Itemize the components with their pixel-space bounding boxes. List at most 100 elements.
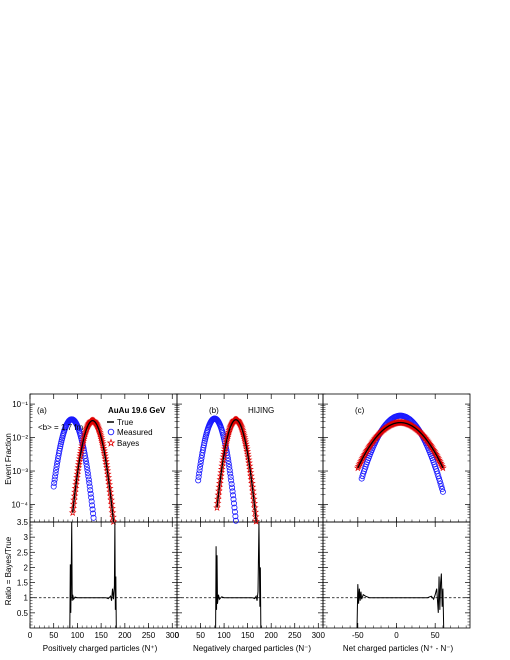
bayes-point <box>68 508 77 517</box>
measured-point <box>90 514 97 521</box>
x-tick-label: 250 <box>288 631 302 640</box>
legend-bayes-swatch <box>106 438 116 447</box>
x-tick-label: 50 <box>196 631 205 640</box>
bottom-frame <box>29 521 178 629</box>
measured-point <box>198 457 205 464</box>
measured-point <box>226 467 233 474</box>
measured-point <box>229 488 236 495</box>
measured-point <box>90 510 97 517</box>
x-tick-label: 150 <box>241 631 255 640</box>
measured-point <box>226 464 233 471</box>
x-tick-label: -50 <box>352 631 364 640</box>
plot-area <box>353 412 447 628</box>
measured-point <box>196 470 203 477</box>
measured-point <box>438 483 445 490</box>
legend-measured-label: Measured <box>117 428 153 437</box>
x-axis-label-c: Net charged particles (N⁺ - N⁻) <box>343 644 454 653</box>
measured-point <box>86 480 93 487</box>
y-tick-label-bottom: 3.5 <box>17 518 29 527</box>
measured-point <box>84 466 91 473</box>
measured-point <box>201 439 208 446</box>
bayes-point <box>252 517 260 525</box>
measured-point <box>230 492 237 499</box>
y-tick-label-bottom: 0.5 <box>17 609 29 618</box>
y-tick-label-top: 10⁻² <box>12 434 28 443</box>
x-tick-label: 0 <box>28 631 33 640</box>
y-tick-label-bottom: 2.5 <box>17 548 29 557</box>
measured-point <box>83 461 90 468</box>
measured-point <box>198 455 205 462</box>
bottom-frame <box>176 521 324 629</box>
measured-point <box>195 477 202 484</box>
measured-point <box>56 445 63 452</box>
legend-bayes-label: Bayes <box>117 439 139 448</box>
measured-point <box>232 513 239 520</box>
measured-point <box>89 506 96 513</box>
panel-label-c: (c) <box>355 406 365 415</box>
ratio-curve <box>215 521 262 628</box>
plot-area <box>195 415 262 628</box>
measured-point <box>197 460 204 467</box>
x-tick-label: 100 <box>217 631 231 640</box>
y-tick-label-top: 10⁻³ <box>12 467 28 476</box>
impact-parameter-label: <b> = 1.7 fm <box>38 423 83 432</box>
measured-point <box>87 487 94 494</box>
x-tick-label: 0 <box>175 631 180 640</box>
measured-point <box>85 473 92 480</box>
measured-point <box>87 490 94 497</box>
measured-point <box>52 473 59 480</box>
measured-point <box>82 458 89 465</box>
measured-point <box>52 470 59 477</box>
measured-point <box>200 442 207 449</box>
measured-point <box>232 517 239 524</box>
y-tick-label-bottom: 1.5 <box>17 579 29 588</box>
measured-point <box>227 473 234 480</box>
y-tick-label-bottom: 1 <box>24 594 29 603</box>
measured-point <box>231 504 238 511</box>
panels: 0 50 100 150 200 250 30010⁻⁴10⁻³10⁻²10⁻¹0.511.… <box>11 393 471 640</box>
measured-point <box>195 473 202 480</box>
panel-label-b: (b) <box>209 406 219 415</box>
measured-point <box>82 455 89 462</box>
measured-point <box>228 480 235 487</box>
measured-point <box>227 470 234 477</box>
x-tick-label: 150 <box>94 631 108 640</box>
true-curve <box>357 421 444 469</box>
x-tick-label: 0 <box>394 631 399 640</box>
measured-point <box>57 443 64 450</box>
measured-point <box>197 464 204 471</box>
measured-point <box>229 484 236 491</box>
measured-point <box>230 500 237 507</box>
panel-label-a: (a) <box>37 406 47 415</box>
legend-true-label: True <box>117 418 134 427</box>
y-axis-label-bottom: Ratio = Bayes/True <box>4 536 13 605</box>
x-tick-label: 250 <box>142 631 156 640</box>
bayes-point <box>213 503 221 511</box>
x-axis-label-b: Negatively charged particles (N⁻) <box>193 644 311 653</box>
panel-c: -50 0 50 <box>322 393 471 640</box>
legend: AuAu 19.6 GeV True Measured Bayes <box>106 406 166 448</box>
measured-point <box>51 476 58 483</box>
measured-point <box>228 477 235 484</box>
measured-point <box>88 498 95 505</box>
measured-point <box>85 476 92 483</box>
measured-point <box>200 444 207 451</box>
x-tick-label: 300 <box>166 631 180 640</box>
measured-point <box>439 486 446 493</box>
x-tick-label: 50 <box>49 631 58 640</box>
true-curve <box>216 419 257 522</box>
measured-point <box>225 460 232 467</box>
legend-measured-swatch <box>107 428 115 436</box>
bayes-point <box>109 517 118 525</box>
measured-point <box>88 494 95 501</box>
ratio-curve <box>356 573 445 628</box>
panel-b: 0 50 100 150 200 250 300 <box>175 393 326 640</box>
x-tick-label: 200 <box>265 631 279 640</box>
x-axis-label-a: Positively charged particles (N⁺) <box>43 644 158 653</box>
measured-point <box>50 483 57 490</box>
measured-point <box>56 447 63 454</box>
measured-point <box>54 461 61 468</box>
measured-point <box>436 478 443 485</box>
x-tick-label: 50 <box>431 631 440 640</box>
